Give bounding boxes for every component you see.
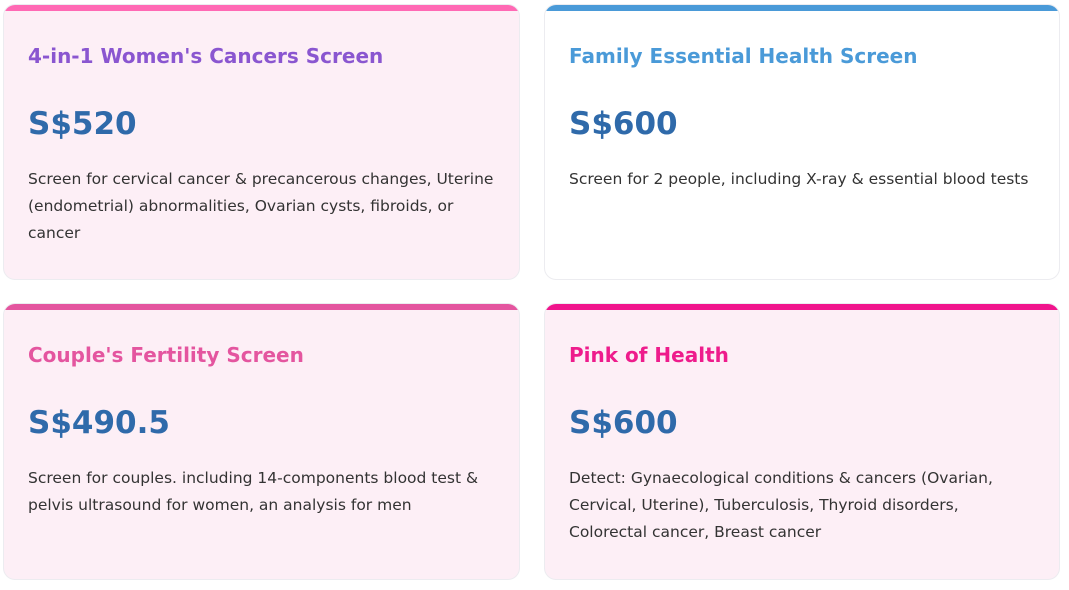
card-price: S$520 [28, 106, 137, 142]
card-accent-bar [545, 5, 1059, 11]
card-title: Family Essential Health Screen [569, 44, 918, 68]
card-description: Screen for couples. including 14-compone… [28, 469, 479, 514]
card-description: Screen for cervical cancer & precancerou… [28, 170, 494, 242]
package-card-pink-of-health[interactable]: Pink of Health S$600 Detect: Gynaecologi… [544, 303, 1060, 580]
card-description: Screen for 2 people, including X-ray & e… [569, 170, 1029, 188]
package-card-family-essential[interactable]: Family Essential Health Screen S$600 Scr… [544, 4, 1060, 280]
card-price: S$490.5 [28, 405, 170, 441]
card-accent-bar [4, 5, 519, 11]
card-description: Detect: Gynaecological conditions & canc… [569, 469, 993, 541]
card-title: Pink of Health [569, 343, 729, 367]
package-card-couples-fertility[interactable]: Couple's Fertility Screen S$490.5 Screen… [3, 303, 520, 580]
package-card-womens-cancers[interactable]: 4-in-1 Women's Cancers Screen S$520 Scre… [3, 4, 520, 280]
card-title: Couple's Fertility Screen [28, 343, 304, 367]
card-title: 4-in-1 Women's Cancers Screen [28, 44, 384, 68]
card-accent-bar [545, 304, 1059, 310]
card-price: S$600 [569, 106, 678, 142]
card-accent-bar [4, 304, 519, 310]
card-price: S$600 [569, 405, 678, 441]
